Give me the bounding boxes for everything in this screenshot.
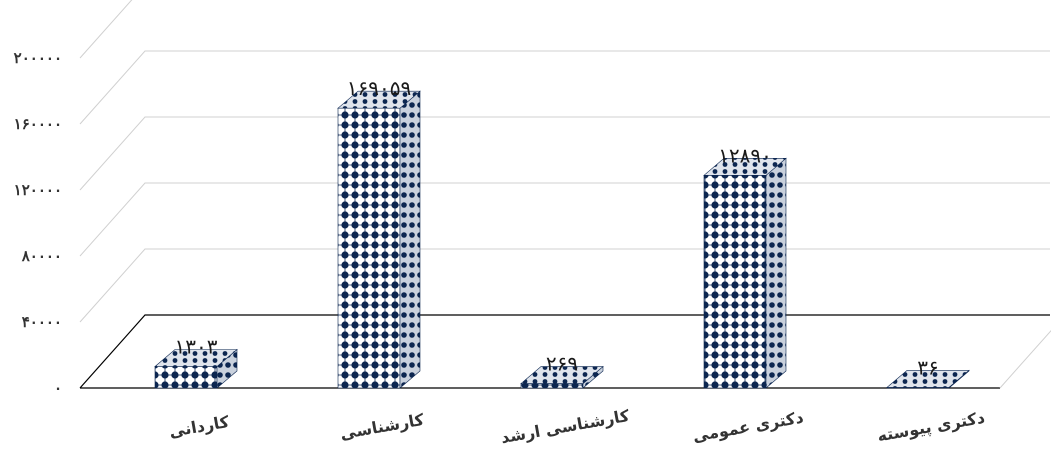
gridline — [79, 182, 1050, 257]
category-label: کارشناسی ارشد — [499, 406, 631, 447]
bar-top — [886, 370, 970, 388]
y-tick-label: ۲۰۰۰۰۰ — [14, 49, 62, 67]
bar-front — [703, 175, 767, 389]
floor-edge — [999, 329, 1051, 389]
data-label: ۳۶ — [917, 355, 938, 379]
gridline — [79, 116, 1050, 191]
y-tick-label: ۱۲۰۰۰۰ — [14, 181, 62, 199]
gridline — [79, 50, 1050, 125]
y-tick-label: ۸۰۰۰۰ — [21, 247, 62, 265]
data-label: ۱۲۸۹۰ — [718, 143, 772, 167]
grid-layer — [79, 0, 1051, 389]
bar — [886, 369, 970, 389]
y-tick-label: ۴۰۰۰۰ — [22, 313, 62, 331]
bar-front — [520, 383, 584, 389]
bar-top — [520, 366, 604, 384]
bar-front — [154, 366, 218, 389]
bar — [337, 90, 421, 389]
y-tick-label: ۰ — [54, 379, 62, 397]
bar-top — [337, 90, 421, 109]
data-label: ۱۶۹۰۵۹ — [347, 76, 411, 100]
gridline — [79, 248, 1050, 323]
category-label: کارشناسی — [339, 410, 426, 444]
bar-side — [399, 90, 421, 389]
category-label: دکتری عمومی — [691, 408, 805, 446]
category-label: کاردانی — [168, 412, 231, 441]
bars-layer — [154, 90, 970, 389]
bar-side — [765, 157, 787, 389]
bar — [703, 157, 787, 389]
bar-top — [154, 349, 238, 367]
bar — [520, 365, 604, 389]
category-label: دکتری پیوسته — [876, 408, 987, 447]
data-label: ۲۶۹ — [546, 352, 578, 376]
bar-front — [337, 107, 401, 389]
data-label: ۱۳۰۳ — [175, 335, 218, 359]
bar — [154, 348, 238, 389]
gridline — [79, 0, 133, 59]
bar-top — [703, 158, 787, 176]
y-tick-label: ۱۶۰۰۰۰ — [14, 115, 62, 133]
